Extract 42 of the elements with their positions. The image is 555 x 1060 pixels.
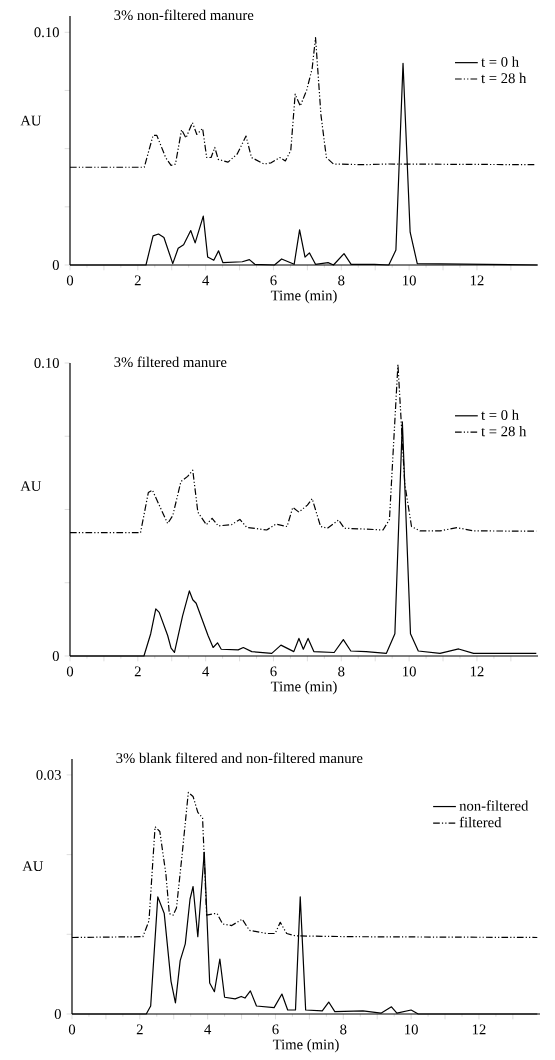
x-tick-label: 12 — [470, 275, 484, 286]
x-axis-title: Time (min) — [270, 290, 337, 304]
x-tick-label: 4 — [202, 275, 210, 286]
x-tick-label: 2 — [136, 1024, 143, 1035]
x-tick-label: 10 — [403, 666, 416, 677]
x-tick-label: 10 — [403, 275, 416, 286]
legend-label: t = 0 h — [481, 56, 519, 67]
x-tick-label: 6 — [270, 666, 277, 677]
x-tick-label: 10 — [405, 1024, 418, 1035]
y-axis-title: AU — [22, 861, 44, 872]
y-tick-label: 0.10 — [34, 358, 59, 368]
legend-label: t = 28 h — [481, 72, 527, 84]
x-tick-label: 8 — [340, 1024, 347, 1035]
chart-title: 3% non-filtered manure — [114, 9, 254, 21]
x-tick-label: 12 — [472, 1024, 486, 1035]
x-axis-title: Time (min) — [272, 1039, 339, 1053]
y-tick-label: 0.10 — [34, 27, 59, 38]
legend-label: t = 0 h — [481, 409, 519, 420]
y-tick-label: 0.03 — [36, 769, 61, 780]
x-tick-label: 4 — [202, 666, 210, 677]
x-tick-label: 8 — [338, 275, 345, 286]
y-tick-label: 0 — [54, 1009, 61, 1019]
y-tick-label: 0 — [52, 651, 59, 661]
x-tick-label: 0 — [66, 666, 74, 677]
chart-title: 3% filtered manure — [114, 356, 227, 368]
x-tick-label: 6 — [272, 1024, 279, 1035]
y-axis-title: AU — [20, 115, 42, 126]
x-tick-label: 2 — [134, 275, 141, 286]
x-tick-label: 0 — [66, 275, 74, 286]
x-tick-label: 6 — [270, 275, 277, 286]
chart-title: 3% blank filtered and non-filtered manure — [116, 752, 363, 764]
legend-label: filtered — [459, 816, 502, 828]
x-tick-label: 4 — [204, 1024, 212, 1035]
legend-label: non-filtered — [459, 800, 529, 811]
x-tick-label: 2 — [134, 666, 141, 677]
x-tick-label: 0 — [68, 1024, 76, 1035]
x-axis-title: Time (min) — [270, 681, 337, 695]
legend-label: t = 28 h — [481, 426, 527, 437]
x-tick-label: 8 — [338, 666, 345, 677]
x-tick-label: 12 — [470, 666, 484, 677]
y-axis-title: AU — [20, 481, 42, 491]
y-tick-label: 0 — [52, 260, 59, 270]
